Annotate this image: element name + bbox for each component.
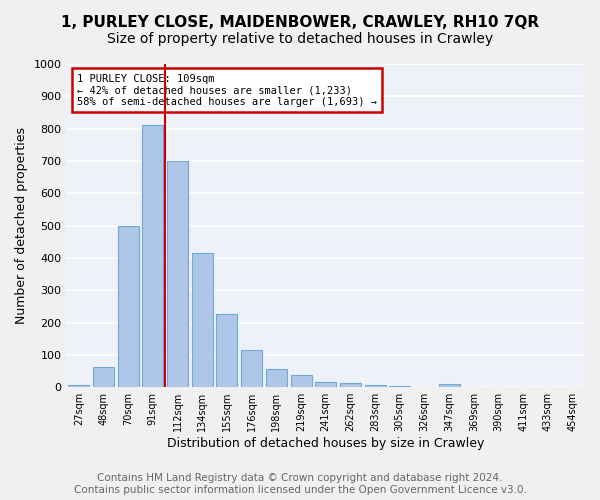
Text: 1, PURLEY CLOSE, MAIDENBOWER, CRAWLEY, RH10 7QR: 1, PURLEY CLOSE, MAIDENBOWER, CRAWLEY, R… — [61, 15, 539, 30]
Bar — [389, 386, 410, 387]
Bar — [241, 350, 262, 387]
Bar — [118, 226, 139, 387]
Bar — [365, 385, 386, 387]
X-axis label: Distribution of detached houses by size in Crawley: Distribution of detached houses by size … — [167, 437, 484, 450]
Bar — [217, 314, 238, 387]
Bar — [439, 384, 460, 387]
Bar — [414, 386, 435, 387]
Bar — [340, 383, 361, 387]
Bar — [93, 367, 114, 387]
Bar — [167, 161, 188, 387]
Y-axis label: Number of detached properties: Number of detached properties — [15, 127, 28, 324]
Text: 1 PURLEY CLOSE: 109sqm
← 42% of detached houses are smaller (1,233)
58% of semi-: 1 PURLEY CLOSE: 109sqm ← 42% of detached… — [77, 74, 377, 107]
Bar — [68, 384, 89, 387]
Text: Contains HM Land Registry data © Crown copyright and database right 2024.
Contai: Contains HM Land Registry data © Crown c… — [74, 474, 526, 495]
Text: Size of property relative to detached houses in Crawley: Size of property relative to detached ho… — [107, 32, 493, 46]
Bar — [192, 253, 213, 387]
Bar — [315, 382, 336, 387]
Bar — [266, 369, 287, 387]
Bar — [290, 375, 311, 387]
Bar — [142, 126, 163, 387]
